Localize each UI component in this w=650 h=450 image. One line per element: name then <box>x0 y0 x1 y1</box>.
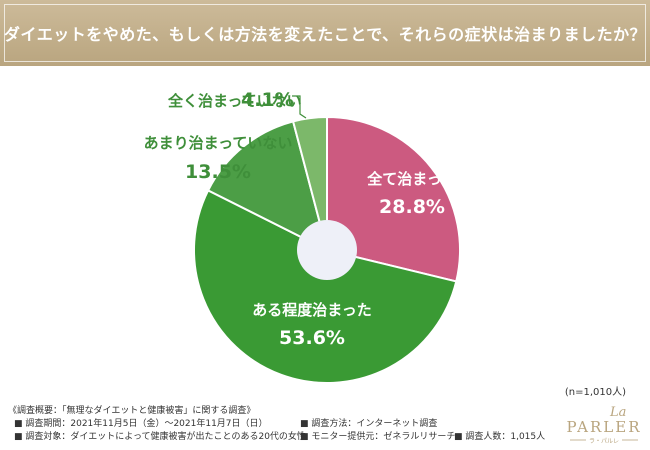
logo-name: PARLER <box>566 418 641 436</box>
survey-target: ■ 調査対象：ダイエットによって健康被害が出たことのある20代の女性 <box>14 432 306 442</box>
pie-slice-4 <box>291 115 328 251</box>
survey-method: ■ 調査方法：インターネット調査 <box>300 419 438 429</box>
slice-label-3: あまり治まっていない <box>144 134 293 152</box>
survey-period: ■ 調査期間：2021年11月5日（金）〜2021年11月7日（日） <box>14 419 268 429</box>
pie-slice-2 <box>193 189 458 384</box>
survey-title: 《調査概要：「無理なダイエットと健康被害」に関する調査》 <box>8 406 256 416</box>
slice-value-3: 13.5% <box>185 161 251 183</box>
slice-label-4: 全く治まっていない <box>167 92 302 110</box>
logo-kana: ラ・パルレ <box>589 438 619 445</box>
slice-value-2: 53.6% <box>279 327 345 349</box>
survey-count: ■ 調査人数：1,015人 <box>454 432 546 442</box>
logo-script: La <box>609 405 626 420</box>
la-parler-logo: La PARLER ラ・パルレ <box>566 405 641 445</box>
slice-label-1: 全て治まった <box>366 170 456 188</box>
slice-label-2: ある程度治まった <box>252 301 371 319</box>
pie-slices <box>193 115 461 384</box>
pie-labels: 全て治まった 28.8% ある程度治まった 53.6% あまり治まっていない 13.5% 全… <box>144 89 457 349</box>
slice-value-1: 28.8% <box>379 196 445 218</box>
survey-provider: ■ モニター提供元：ゼネラルリサーチ <box>300 432 456 442</box>
slice-value-4: 4.1% <box>241 89 294 111</box>
leader-line-slice-4 <box>292 95 307 119</box>
survey-footer: 《調査概要：「無理なダイエットと健康被害」に関する調査》 ■ 調査期間：2021… <box>8 405 568 450</box>
title-banner: ダイエットをやめた、もしくは方法を変えたことで、それらの症状は治まりましたか？ <box>0 0 650 66</box>
sample-size: (n=1,010人) <box>564 387 626 398</box>
pie-slice-1 <box>326 115 461 283</box>
pie-slice-3 <box>206 120 329 252</box>
pie-center-hole <box>297 220 357 280</box>
chart-title: ダイエットをやめた、もしくは方法を変えたことで、それらの症状は治まりましたか？ <box>3 25 647 44</box>
pie-chart: 全て治まった 28.8% ある程度治まった 53.6% あまり治まっていない 13.5% 全… <box>144 89 461 384</box>
